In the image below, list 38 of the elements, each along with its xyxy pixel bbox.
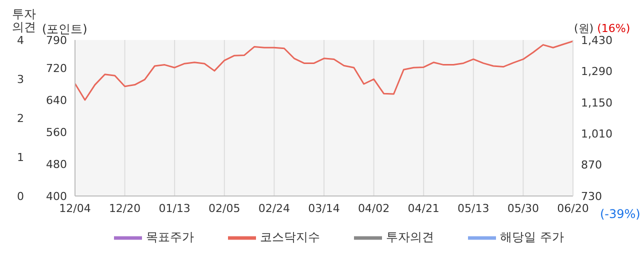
legend-label: 목표주가 bbox=[146, 230, 194, 244]
x-tick-label: 03/14 bbox=[308, 202, 340, 215]
x-tick-label: 01/13 bbox=[158, 202, 190, 215]
y-tick-label: 720 bbox=[46, 62, 67, 75]
text: (-39%) bbox=[600, 207, 640, 221]
y2-tick-label: 0 bbox=[17, 190, 24, 203]
y2-tick-label: 3 bbox=[17, 72, 24, 86]
y3-tick-label: 730 bbox=[581, 190, 602, 203]
x-tick-label: 05/13 bbox=[458, 202, 490, 215]
change-note: (16%) bbox=[597, 22, 630, 35]
y-tick-label: 790 bbox=[46, 34, 67, 47]
y3-axis-title: (원) bbox=[574, 22, 594, 35]
legend-label: 코스닥지수 bbox=[260, 230, 320, 244]
legend-label: 투자의견 bbox=[386, 230, 434, 244]
x-tick-label: 04/02 bbox=[358, 202, 390, 215]
y-axis-title: (포인트) bbox=[42, 21, 88, 36]
y2-tick-label: 2 bbox=[17, 112, 24, 125]
y3-tick-label: 1,430 bbox=[581, 34, 612, 47]
y2-tick-label: 1 bbox=[17, 150, 24, 164]
x-tick-label: 04/21 bbox=[408, 202, 440, 215]
y-tick-label: 560 bbox=[46, 126, 67, 139]
y3-tick-label: 1,290 bbox=[581, 65, 612, 78]
x-tick-label: 12/20 bbox=[108, 202, 141, 215]
y-tick-label: 640 bbox=[46, 94, 67, 107]
y2-tick-label: 4 bbox=[17, 34, 24, 47]
x-tick-label: 02/24 bbox=[258, 202, 290, 215]
y2-axis-title: 투자의견 bbox=[12, 7, 37, 34]
x-tick-label: 05/30 bbox=[507, 202, 540, 215]
x-tick-label: 02/05 bbox=[208, 202, 240, 215]
y3-tick-label: 1,150 bbox=[581, 96, 612, 110]
x-tick-label: 12/04 bbox=[59, 202, 91, 215]
y-tick-label: 480 bbox=[46, 158, 67, 171]
y3-tick-label: 1,010 bbox=[581, 128, 612, 141]
legend-label: 해당일 주가 bbox=[500, 230, 564, 244]
x-tick-label: 06/20 bbox=[557, 202, 589, 215]
y-tick-label: 400 bbox=[46, 190, 67, 203]
y3-tick-label: 870 bbox=[581, 158, 602, 172]
line-series bbox=[75, 40, 573, 101]
